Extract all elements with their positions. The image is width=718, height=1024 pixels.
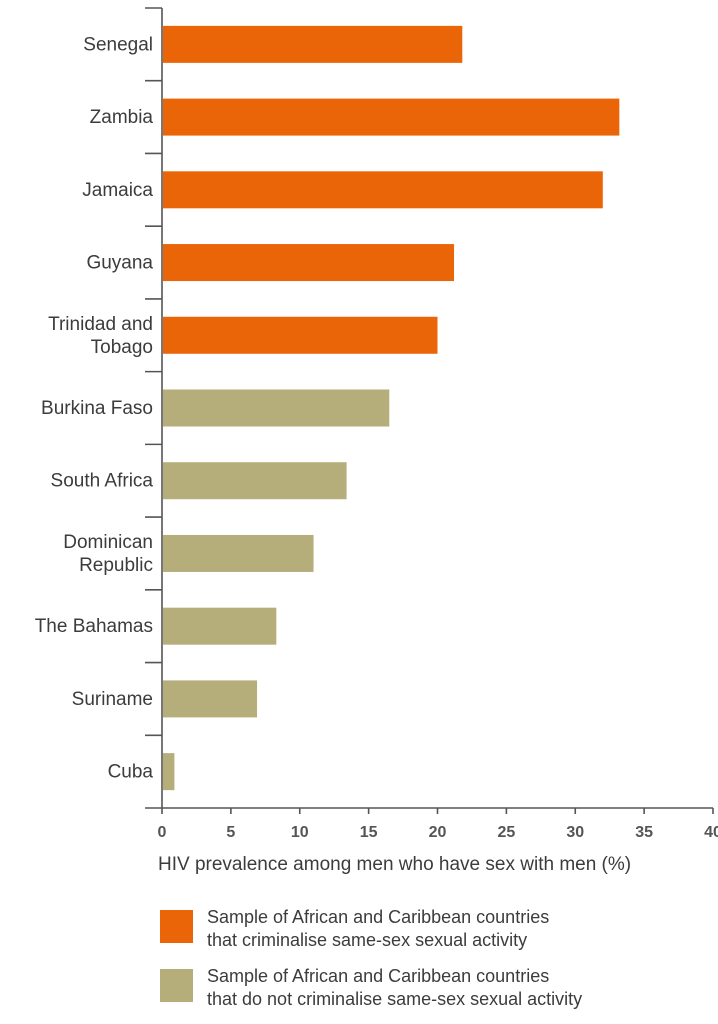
category-label: Jamaica [82,180,153,201]
x-tick-label: 10 [291,824,309,841]
category-label: South Africa [51,471,154,492]
x-tick-label: 5 [226,824,235,841]
legend-text-no-criminalise: Sample of African and Caribbean countrie… [207,965,687,1011]
category-label: Burkina Faso [41,398,153,419]
legend-swatch-no-criminalise [160,969,193,1002]
bar-chart: Senegal Zambia Jamaica Guyana Trinidad andTo… [35,7,718,841]
category-label: Zambia [90,107,154,128]
x-tick-label: 25 [497,824,515,841]
category-label: Senegal [83,34,153,55]
legend-text-no-criminalise-line-2: that do not criminalise same-sex sexual … [207,989,583,1009]
legend-text-criminalise-line-2: that criminalise same-sex sexual activit… [207,930,528,950]
bar-zambia [163,98,620,136]
category-label: Trinidad and [48,314,153,335]
x-tick-label: 40 [704,824,718,841]
bar-burkina-faso [163,389,390,427]
bar-trinidad-and-tobago [163,316,438,354]
legend-swatch-criminalise [160,910,193,943]
x-tick-label: 0 [158,824,167,841]
category-label: Dominican [63,532,153,553]
legend-text-criminalise: Sample of African and Caribbean countrie… [207,906,687,952]
legend-item-criminalise: Sample of African and Caribbean countrie… [160,906,687,952]
bar-jamaica [163,171,603,209]
bar-cuba [163,753,175,791]
category-label: Cuba [108,762,154,783]
bar-dominican-republic [163,534,314,572]
bar-suriname [163,680,258,718]
legend-text-no-criminalise-line-1: Sample of African and Caribbean countrie… [207,966,550,986]
legend-text-criminalise-line-1: Sample of African and Caribbean countrie… [207,907,550,927]
x-tick-label: 15 [360,824,378,841]
category-label: Guyana [86,253,153,274]
category-label: Tobago [91,337,153,358]
bar-senegal [163,25,463,63]
x-tick-label: 20 [429,824,447,841]
x-axis-label: HIV prevalence among men who have sex wi… [158,854,632,875]
legend: Sample of African and Caribbean countrie… [160,906,687,1024]
category-label: Republic [79,555,153,576]
legend-item-no-criminalise: Sample of African and Caribbean countrie… [160,965,687,1011]
category-label: The Bahamas [35,616,153,637]
x-tick-label: 35 [635,824,653,841]
bar-guyana [163,244,455,282]
bar-the-bahamas [163,607,277,645]
bar-south-africa [163,462,347,500]
x-tick-label: 30 [566,824,584,841]
category-label: Suriname [72,689,153,710]
